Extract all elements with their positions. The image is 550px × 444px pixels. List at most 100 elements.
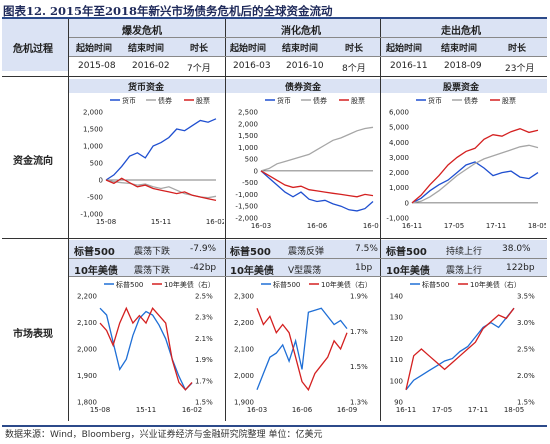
y-left-tick: 1,800 [77,399,97,407]
figure-title: 图表12. 2015年至2018年新兴市场债务危机后的全球资金流动 [3,4,333,18]
y-tick-label: -2,000 [235,215,258,223]
row-label-bg [2,19,68,71]
y-right-tick: 1.5% [350,363,368,371]
y-left-tick: 130 [390,314,403,322]
y-left-tick: 1,900 [77,372,97,380]
duration-label: 时长 [345,44,364,54]
mkt-change: 1bp [355,263,373,273]
x-tick-label: 18-05 [528,222,546,230]
y-right-tick: 1.9% [195,356,213,364]
legend-label: 股票 [351,97,365,105]
legend-label: 标普500 [422,280,449,289]
x-tick-label: 16-09 [337,406,357,414]
mkt-status: 震荡上行 [446,266,483,276]
end-date: 2016-10 [286,61,324,71]
divider [69,258,547,259]
y-tick-label: 2,000 [83,109,103,117]
y-left-tick: 2,100 [77,319,97,327]
y-right-tick: 3.5% [517,293,535,301]
mkt-status: 震荡下跌 [134,247,171,257]
y-tick-label: 0 [99,177,103,185]
y-left-tick: 90 [394,399,403,407]
x-tick-label: 16-06 [307,222,328,230]
y-left-tick: 2,100 [234,346,254,354]
legend-label: 10年美债（右） [321,280,372,289]
legend-label: 债券 [158,96,172,105]
y-tick-label: 0 [254,167,258,175]
legend-label: 标普500 [116,280,143,289]
mkt-change: 7.5% [355,244,378,254]
series-line-货币 [411,161,539,204]
sub-header-bg [69,37,547,56]
market-chart-outbreak: 标普500 10年美债（右） 2,200 2,100 2,000 1,900 1,800 2.… [77,280,215,414]
flow-title-bg-3 [381,79,547,93]
y-left-tick: 140 [390,293,403,301]
y-tick-label: 2,500 [238,109,258,117]
legend-label: 10年美债（右） [470,280,521,289]
divider [69,276,547,277]
legend-label: 标普500 [273,280,300,289]
divider [69,37,547,38]
y-tick-label: 1,500 [238,132,258,140]
y-tick-label: -1,000 [80,211,103,219]
y-tick-label: 500 [90,160,103,168]
legend-label: 债券 [313,96,327,105]
y-tick-label: 500 [245,156,258,164]
mkt-name: 标普500 [74,247,115,258]
mkt-name: 标普500 [386,247,427,258]
flow-title-bg-1 [69,79,225,93]
source-note: 数据来源：Wind，Bloomberg，兴业证券经济与金融研究院整理 单位：亿美… [5,430,323,440]
y-tick-label: 6,000 [389,109,409,117]
x-tick-label: 18-05 [504,406,524,414]
x-tick-label: 16-02 [182,406,202,414]
duration: 7个月 [187,64,211,74]
start-date: 2015-08 [78,61,116,71]
y-tick-label: 4,000 [389,139,409,147]
row-label-flow: 资金流向 [13,156,53,167]
mkt-name: 标普500 [230,247,271,258]
flow-title-equity: 股票资金 [443,83,480,93]
mkt-name: 10年美债 [74,266,118,277]
series-line-货币 [105,118,217,181]
legend-label: 货币 [122,96,136,105]
y-left-tick: 2,200 [234,319,254,327]
start-label: 起始时间 [230,44,267,54]
series-line-债券 [411,144,539,204]
y-tick-label: 2,000 [389,169,409,177]
end-date: 2018-09 [444,61,482,71]
col-header-bg-3 [381,19,547,37]
series-line-股票 [260,170,374,198]
x-tick-label: 15-08 [90,406,110,414]
legend-label: 股票 [196,97,210,105]
y-right-tick: 3.0% [517,319,535,327]
series-line-标普500 [256,307,348,391]
y-right-tick: 1.5% [195,399,213,407]
series-line-股票 [105,177,217,202]
legend-label: 货币 [428,96,442,105]
start-date: 2016-11 [390,61,428,71]
y-tick-label: -1,500 [235,203,258,211]
mkt-name: 10年美债 [230,266,274,277]
col-header-bg-1 [69,19,225,37]
y-right-tick: 1.7% [195,377,213,385]
divider [68,19,69,421]
series-line-标普500 [99,307,193,391]
x-tick-label: 17-05 [444,222,464,230]
series-line-标普500 [405,307,515,391]
divider [2,238,547,239]
y-right-tick: 1.5% [517,399,535,407]
row-label-market: 市场表现 [13,329,53,340]
y-right-tick: 1.3% [350,399,368,407]
y-tick-label: 3,000 [389,154,409,162]
x-tick-label: 17-05 [432,406,452,414]
start-date: 2016-03 [233,61,271,71]
mkt-change: 38.0% [502,244,531,254]
y-right-tick: 2.0% [517,372,535,380]
y-tick-label: 1,000 [389,184,409,192]
equity-flow-chart: 货币 债券 股票 6,000 5,000 4,000 3,000 2,000 1,000 0 -1,… [386,96,546,230]
end-label: 结束时间 [128,44,165,54]
y-left-tick: 2,000 [234,372,254,380]
y-tick-label: 0 [405,199,409,207]
y-tick-label: -500 [242,179,258,187]
duration-label: 时长 [508,44,527,54]
